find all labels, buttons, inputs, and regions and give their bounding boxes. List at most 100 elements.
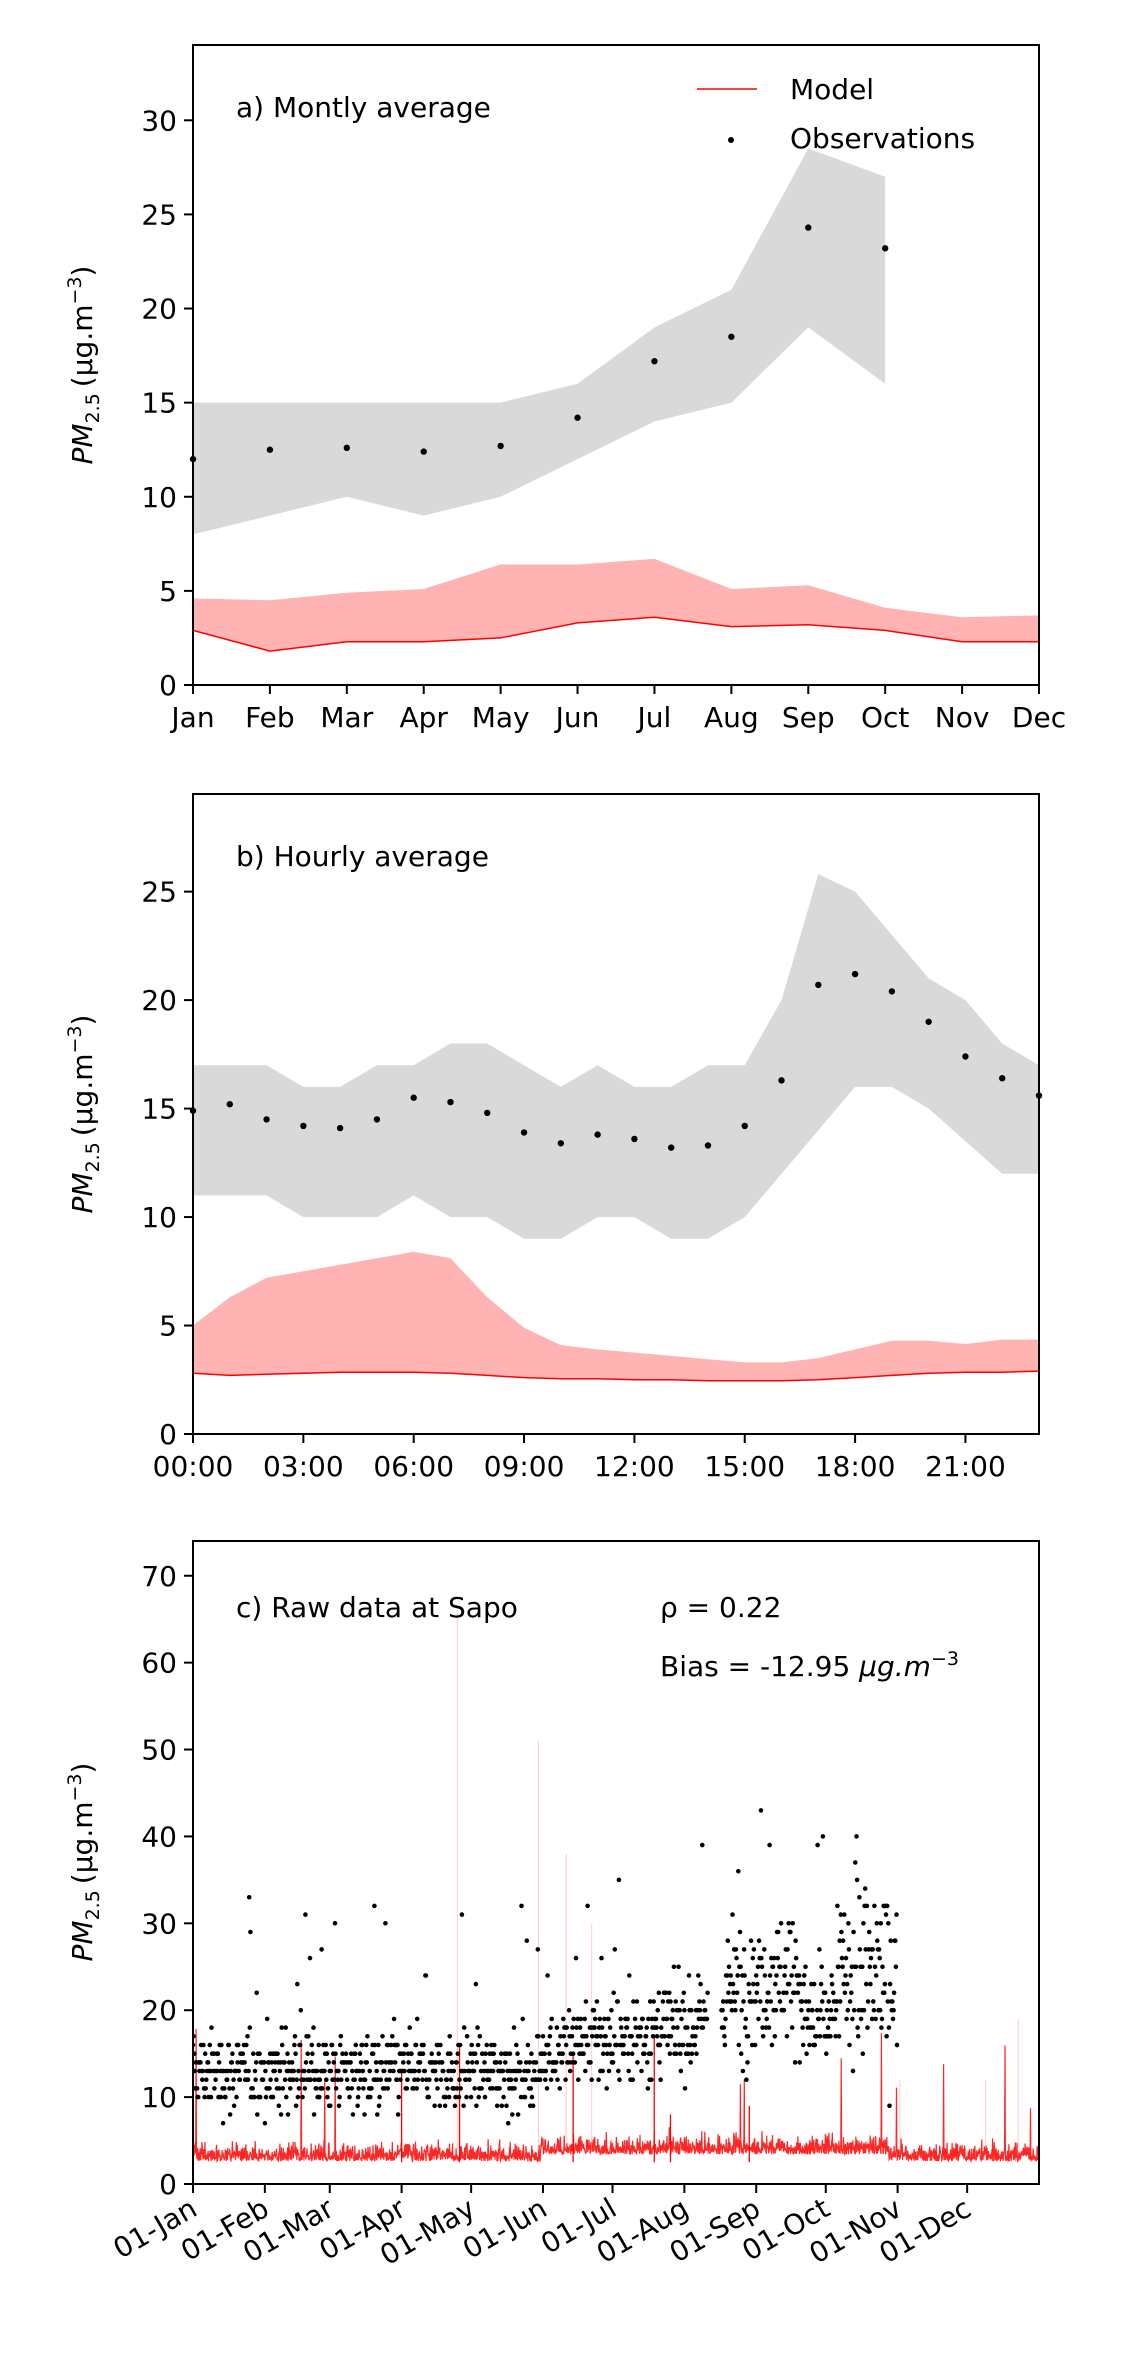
panel-a-model-line — [192, 616, 1039, 652]
y-tick-label: 20 — [141, 1994, 177, 2027]
observation-point — [420, 448, 427, 455]
y-tick-label: 10 — [141, 2081, 177, 2114]
y-tick-label: 5 — [159, 1310, 177, 1343]
observation-point — [300, 1122, 307, 1130]
x-tick-label: Aug — [704, 701, 759, 734]
observation-point — [410, 1094, 417, 1101]
x-tick-label: Apr — [400, 701, 449, 734]
model-line — [192, 1370, 1040, 1382]
y-tick-label: 15 — [141, 1093, 177, 1126]
panel-c-bias: Bias = -12.95 μg.m−3 — [660, 1648, 959, 1683]
observation-point — [999, 1075, 1006, 1082]
x-tick-label: 21:00 — [925, 1450, 1006, 1483]
panel-b-annotation: b) Hourly average — [236, 840, 489, 873]
panel-c-annotation: c) Raw data at Sapo — [236, 1591, 518, 1624]
panel-a-frame — [192, 44, 1040, 686]
observation-point — [336, 1124, 344, 1132]
y-tick-label: 20 — [141, 984, 177, 1017]
x-tick-label: Jan — [169, 701, 214, 734]
observation-range-band — [193, 874, 1039, 1239]
x-tick-label: Jun — [554, 701, 600, 734]
observation-point — [651, 358, 658, 365]
observation-point — [631, 1135, 638, 1143]
observation-point — [343, 444, 351, 452]
panel-a-annotation: a) Montly average — [236, 91, 491, 124]
panel-a-observation-points — [189, 224, 889, 463]
panel-c-frame — [192, 1540, 1040, 2185]
model-line — [193, 2028, 1039, 2164]
y-tick-label: 70 — [141, 1560, 177, 1593]
observation-point — [925, 1018, 932, 1025]
panel-c-rho: ρ = 0.22 — [660, 1591, 781, 1624]
observation-point — [778, 1077, 785, 1084]
observation-point — [266, 446, 274, 453]
panel-b-model-line — [192, 1370, 1040, 1382]
panel-b-y-axis: 0 5 10 15 20 25 — [141, 876, 193, 1451]
panel-c-x-axis: 01-Jan01-Feb01-Mar01-Apr01-May01-Jun01-J… — [108, 2184, 977, 2272]
legend-observations-label: Observations — [790, 122, 975, 155]
y-tick-label: 40 — [141, 1820, 177, 1853]
model-range-band — [193, 1251, 1039, 1381]
x-tick-label: 06:00 — [373, 1450, 454, 1483]
y-tick-label: 10 — [141, 1201, 177, 1234]
panel-a-y-label: PM2.5(μg.m−3) — [64, 266, 104, 465]
y-tick-label: 60 — [141, 1647, 177, 1680]
x-tick-label: Dec — [1012, 701, 1066, 734]
observation-point — [497, 442, 504, 450]
legend-model-label: Model — [790, 73, 874, 106]
observation-point — [704, 1142, 712, 1149]
panel-c-y-label: PM2.5(μg.m−3) — [64, 1763, 104, 1962]
x-tick-label: Feb — [245, 701, 295, 734]
y-tick-label: 25 — [141, 876, 177, 909]
y-tick-label: 20 — [141, 293, 177, 326]
model-line — [192, 616, 1039, 652]
x-tick-label: 09:00 — [484, 1450, 565, 1483]
observation-point — [805, 224, 812, 231]
observation-point — [851, 970, 859, 978]
y-tick-label: 10 — [141, 481, 177, 514]
y-tick-label: 0 — [159, 669, 177, 702]
observation-range-band — [193, 148, 886, 535]
panel-a-monthly: 0 5 10 15 20 25 30 Jan Feb Mar Apr May Jun Jul Aug Sep… — [64, 44, 1066, 734]
observation-point — [484, 1109, 491, 1117]
observation-points — [193, 1808, 900, 2126]
panel-a-bands — [193, 148, 1039, 652]
legend-observations-swatch — [728, 137, 734, 143]
y-tick-label: 15 — [141, 387, 177, 420]
observation-point — [728, 333, 735, 340]
x-tick-label: May — [472, 701, 530, 734]
panel-b-frame — [192, 793, 1040, 1435]
observation-point — [667, 1144, 675, 1151]
observation-point — [574, 414, 581, 421]
panel-a-x-axis: Jan Feb Mar Apr May Jun Jul Aug Sep Oct Nov Dec — [169, 685, 1066, 734]
panel-b-y-label: PM2.5(μg.m−3) — [64, 1015, 104, 1214]
y-tick-label: 0 — [159, 1418, 177, 1451]
observation-point — [373, 1116, 381, 1123]
panel-b-observation-points — [189, 970, 1043, 1151]
observation-point — [888, 988, 896, 995]
x-tick-label: 15:00 — [704, 1450, 785, 1483]
legend: Model Observations — [697, 73, 975, 155]
panel-b-x-axis: 00:00 03:00 06:00 09:00 12:00 15:00 18:00 21:00 — [153, 1434, 1006, 1483]
observation-point — [741, 1122, 748, 1130]
y-tick-label: 5 — [159, 575, 177, 608]
panel-c-raw: 0 10 20 30 40 50 60 70 01-Jan01-Feb01-Mar01-Apr… — [64, 1540, 1040, 2272]
panel-b-hourly: 0 5 10 15 20 25 00:00 03:00 06:00 09:00 12:00 15:0… — [64, 793, 1043, 1483]
x-tick-label: 12:00 — [594, 1450, 675, 1483]
observation-point — [557, 1140, 565, 1147]
x-tick-label: 00:00 — [153, 1450, 234, 1483]
x-tick-label: 01-Jun — [457, 2191, 552, 2265]
panel-c-observation-points — [193, 1808, 900, 2126]
observation-point — [881, 245, 889, 252]
model-range-band — [193, 558, 1039, 652]
observation-point — [962, 1053, 969, 1060]
observation-point — [263, 1116, 270, 1123]
observation-point — [594, 1131, 601, 1138]
x-tick-label: Oct — [861, 701, 909, 734]
y-tick-label: 30 — [141, 104, 177, 137]
observation-point — [520, 1129, 528, 1136]
observation-point — [226, 1101, 233, 1108]
panel-b-bands — [193, 874, 1039, 1381]
